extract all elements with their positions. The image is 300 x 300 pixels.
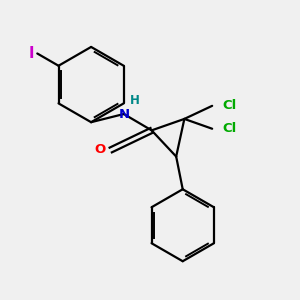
Text: I: I — [28, 46, 34, 61]
Text: Cl: Cl — [222, 99, 236, 112]
Text: Cl: Cl — [222, 122, 236, 135]
Text: H: H — [130, 94, 140, 107]
Text: O: O — [94, 143, 106, 157]
Text: N: N — [118, 107, 129, 121]
